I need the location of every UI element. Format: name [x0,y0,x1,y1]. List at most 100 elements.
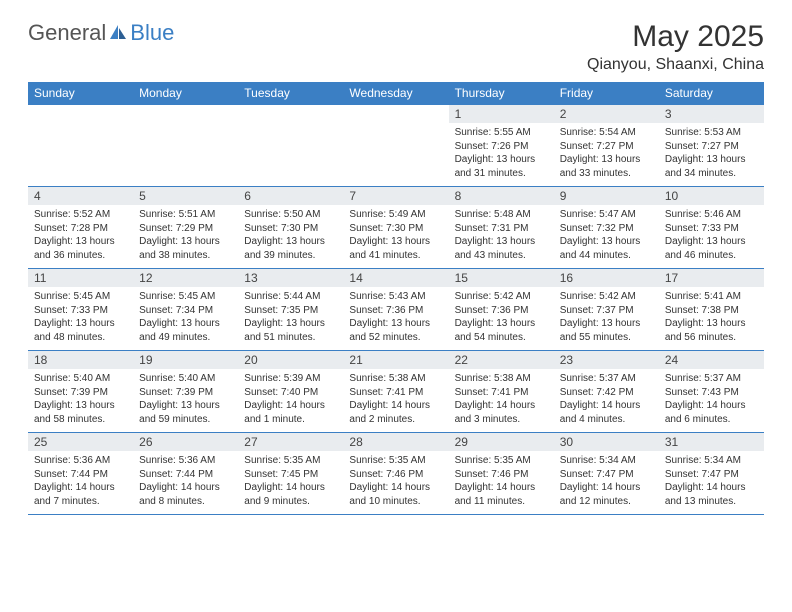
day-cell: 25Sunrise: 5:36 AMSunset: 7:44 PMDayligh… [28,433,133,514]
day-details: Sunrise: 5:40 AMSunset: 7:39 PMDaylight:… [28,369,133,432]
day-details: Sunrise: 5:55 AMSunset: 7:26 PMDaylight:… [449,123,554,186]
sunrise-text: Sunrise: 5:50 AM [244,208,337,222]
dayname-header: Tuesday [238,82,343,104]
day-details: Sunrise: 5:35 AMSunset: 7:45 PMDaylight:… [238,451,343,514]
day-details: Sunrise: 5:38 AMSunset: 7:41 PMDaylight:… [343,369,448,432]
day-details [133,123,238,132]
sunset-text: Sunset: 7:26 PM [455,140,548,154]
day-cell [238,105,343,186]
daylight-text: Daylight: 13 hours and 43 minutes. [455,235,548,262]
day-number: 20 [238,351,343,369]
day-cell: 6Sunrise: 5:50 AMSunset: 7:30 PMDaylight… [238,187,343,268]
page-header: General Blue May 2025 Qianyou, Shaanxi, … [28,20,764,74]
sunrise-text: Sunrise: 5:35 AM [349,454,442,468]
day-details: Sunrise: 5:36 AMSunset: 7:44 PMDaylight:… [28,451,133,514]
day-cell: 13Sunrise: 5:44 AMSunset: 7:35 PMDayligh… [238,269,343,350]
daylight-text: Daylight: 13 hours and 46 minutes. [665,235,758,262]
sunrise-text: Sunrise: 5:38 AM [455,372,548,386]
daylight-text: Daylight: 14 hours and 8 minutes. [139,481,232,508]
location-subtitle: Qianyou, Shaanxi, China [587,56,764,74]
day-cell: 10Sunrise: 5:46 AMSunset: 7:33 PMDayligh… [659,187,764,268]
daylight-text: Daylight: 14 hours and 11 minutes. [455,481,548,508]
sunrise-text: Sunrise: 5:37 AM [665,372,758,386]
sunrise-text: Sunrise: 5:42 AM [455,290,548,304]
dayname-header: Saturday [659,82,764,104]
day-cell: 22Sunrise: 5:38 AMSunset: 7:41 PMDayligh… [449,351,554,432]
sunset-text: Sunset: 7:39 PM [139,386,232,400]
day-details: Sunrise: 5:36 AMSunset: 7:44 PMDaylight:… [133,451,238,514]
day-cell: 29Sunrise: 5:35 AMSunset: 7:46 PMDayligh… [449,433,554,514]
day-cell: 31Sunrise: 5:34 AMSunset: 7:47 PMDayligh… [659,433,764,514]
sunrise-text: Sunrise: 5:35 AM [244,454,337,468]
sunset-text: Sunset: 7:28 PM [34,222,127,236]
day-number [343,105,448,123]
sunset-text: Sunset: 7:44 PM [34,468,127,482]
logo-text-general: General [28,20,106,46]
daylight-text: Daylight: 14 hours and 9 minutes. [244,481,337,508]
day-cell [343,105,448,186]
daylight-text: Daylight: 13 hours and 48 minutes. [34,317,127,344]
sunrise-text: Sunrise: 5:51 AM [139,208,232,222]
day-cell: 8Sunrise: 5:48 AMSunset: 7:31 PMDaylight… [449,187,554,268]
sunrise-text: Sunrise: 5:35 AM [455,454,548,468]
day-details: Sunrise: 5:52 AMSunset: 7:28 PMDaylight:… [28,205,133,268]
calendar-grid: SundayMondayTuesdayWednesdayThursdayFrid… [28,82,764,515]
week-row: 4Sunrise: 5:52 AMSunset: 7:28 PMDaylight… [28,186,764,268]
day-number: 29 [449,433,554,451]
month-title: May 2025 [587,20,764,54]
day-number: 2 [554,105,659,123]
sunrise-text: Sunrise: 5:39 AM [244,372,337,386]
week-row: 25Sunrise: 5:36 AMSunset: 7:44 PMDayligh… [28,432,764,515]
sunrise-text: Sunrise: 5:34 AM [665,454,758,468]
daylight-text: Daylight: 13 hours and 58 minutes. [34,399,127,426]
day-number: 16 [554,269,659,287]
day-details: Sunrise: 5:54 AMSunset: 7:27 PMDaylight:… [554,123,659,186]
day-cell: 3Sunrise: 5:53 AMSunset: 7:27 PMDaylight… [659,105,764,186]
daylight-text: Daylight: 14 hours and 6 minutes. [665,399,758,426]
day-details: Sunrise: 5:37 AMSunset: 7:42 PMDaylight:… [554,369,659,432]
sunrise-text: Sunrise: 5:44 AM [244,290,337,304]
sunset-text: Sunset: 7:30 PM [349,222,442,236]
day-details: Sunrise: 5:38 AMSunset: 7:41 PMDaylight:… [449,369,554,432]
day-number: 31 [659,433,764,451]
day-number: 21 [343,351,448,369]
sunset-text: Sunset: 7:35 PM [244,304,337,318]
logo-text-blue: Blue [130,20,174,46]
day-number: 27 [238,433,343,451]
dayname-header: Monday [133,82,238,104]
day-details: Sunrise: 5:41 AMSunset: 7:38 PMDaylight:… [659,287,764,350]
sunset-text: Sunset: 7:27 PM [560,140,653,154]
day-number: 30 [554,433,659,451]
day-cell: 23Sunrise: 5:37 AMSunset: 7:42 PMDayligh… [554,351,659,432]
day-details: Sunrise: 5:34 AMSunset: 7:47 PMDaylight:… [554,451,659,514]
sunrise-text: Sunrise: 5:43 AM [349,290,442,304]
daylight-text: Daylight: 14 hours and 3 minutes. [455,399,548,426]
daylight-text: Daylight: 14 hours and 4 minutes. [560,399,653,426]
day-number [28,105,133,123]
day-details: Sunrise: 5:50 AMSunset: 7:30 PMDaylight:… [238,205,343,268]
sunset-text: Sunset: 7:37 PM [560,304,653,318]
sunrise-text: Sunrise: 5:42 AM [560,290,653,304]
day-cell: 15Sunrise: 5:42 AMSunset: 7:36 PMDayligh… [449,269,554,350]
calendar-page: General Blue May 2025 Qianyou, Shaanxi, … [0,0,792,535]
daylight-text: Daylight: 13 hours and 38 minutes. [139,235,232,262]
sunset-text: Sunset: 7:44 PM [139,468,232,482]
day-number: 18 [28,351,133,369]
day-number: 25 [28,433,133,451]
day-number: 19 [133,351,238,369]
sunrise-text: Sunrise: 5:41 AM [665,290,758,304]
day-details [28,123,133,132]
day-details: Sunrise: 5:42 AMSunset: 7:36 PMDaylight:… [449,287,554,350]
sunset-text: Sunset: 7:42 PM [560,386,653,400]
day-details: Sunrise: 5:46 AMSunset: 7:33 PMDaylight:… [659,205,764,268]
day-number: 9 [554,187,659,205]
day-details: Sunrise: 5:40 AMSunset: 7:39 PMDaylight:… [133,369,238,432]
sunset-text: Sunset: 7:27 PM [665,140,758,154]
sunrise-text: Sunrise: 5:52 AM [34,208,127,222]
day-number: 5 [133,187,238,205]
day-details: Sunrise: 5:39 AMSunset: 7:40 PMDaylight:… [238,369,343,432]
sunrise-text: Sunrise: 5:45 AM [139,290,232,304]
week-row: 11Sunrise: 5:45 AMSunset: 7:33 PMDayligh… [28,268,764,350]
sunset-text: Sunset: 7:30 PM [244,222,337,236]
day-details: Sunrise: 5:44 AMSunset: 7:35 PMDaylight:… [238,287,343,350]
